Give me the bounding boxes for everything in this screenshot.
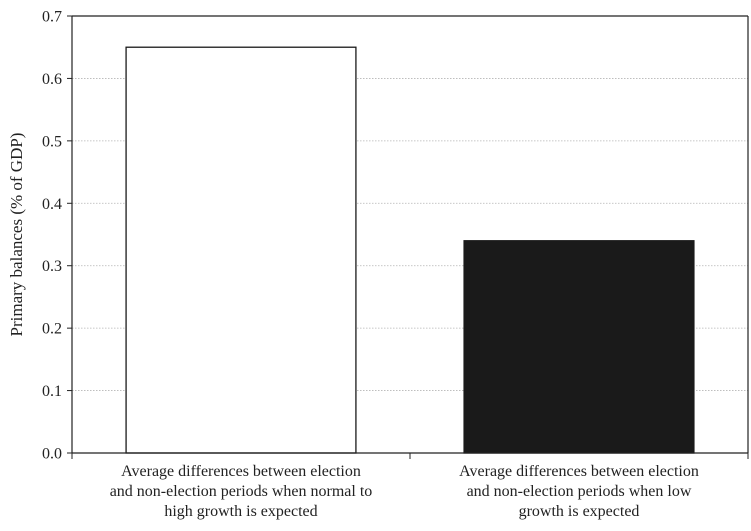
y-tick-label: 0.3: [42, 258, 62, 275]
category-labels: Average differences between election and …: [110, 463, 699, 520]
category-label-line: and non-election periods when normal to: [110, 483, 373, 500]
y-tick-label: 0.6: [42, 71, 62, 88]
y-tick-label: 0.4: [42, 196, 62, 213]
category-label-line: Average differences between election: [121, 463, 361, 480]
axes: [67, 15, 749, 459]
y-tick-label: 0.5: [42, 133, 62, 150]
bar-2: [463, 240, 695, 454]
y-axis-title: Primary balances (% of GDP): [7, 133, 26, 337]
y-tick-label: 0.2: [42, 321, 62, 338]
y-tick-label: 0.7: [42, 9, 62, 26]
category-label-line: and non-election periods when low: [467, 483, 692, 500]
category-label-1: Average differences between election and …: [110, 463, 373, 520]
category-label-line: growth is expected: [519, 503, 640, 520]
category-label-line: Average differences between election: [459, 463, 699, 480]
y-tick-label: 0.1: [42, 383, 62, 400]
category-label-line: high growth is expected: [164, 503, 317, 520]
y-tick-label: 0.0: [42, 446, 62, 463]
bars: [125, 46, 695, 454]
y-tick-labels: 0.0 0.1 0.2 0.3 0.4 0.5 0.6 0.7: [42, 9, 62, 463]
bar-1: [125, 46, 357, 454]
category-label-2: Average differences between election and …: [459, 463, 699, 520]
